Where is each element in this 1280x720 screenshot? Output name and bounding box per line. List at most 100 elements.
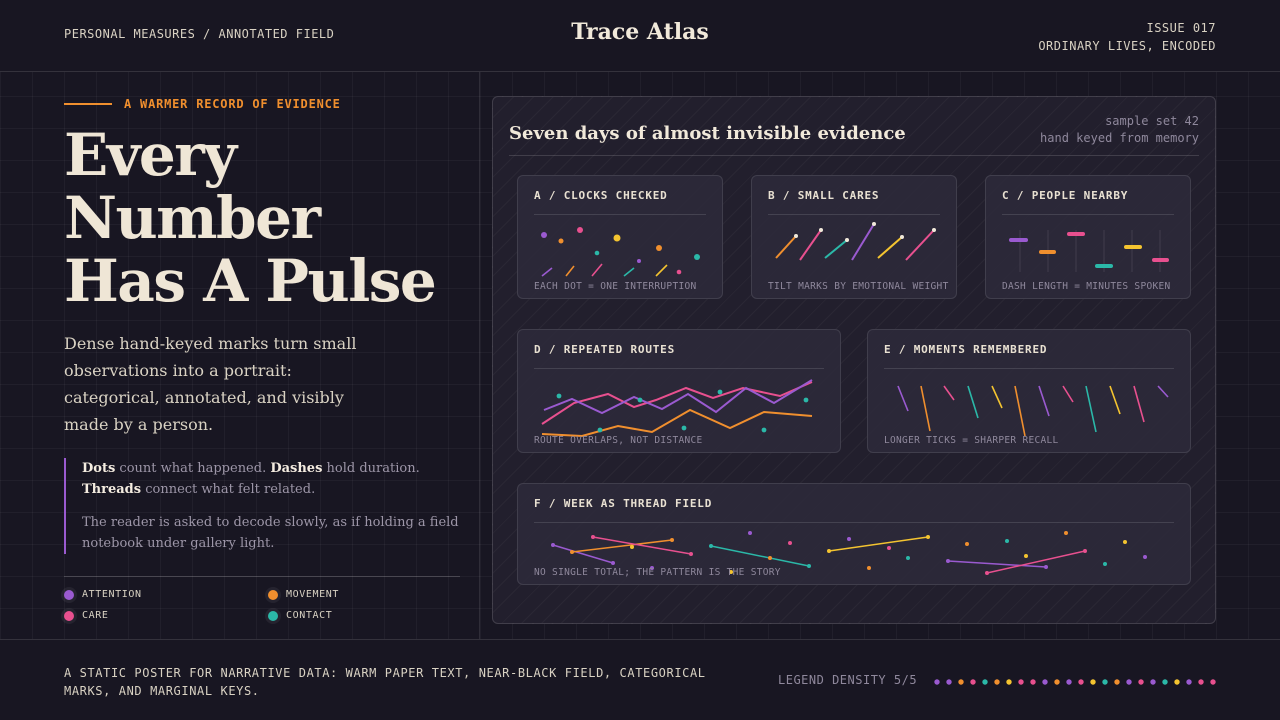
card-title: F / WEEK AS THREAD FIELD bbox=[534, 497, 713, 510]
site-title[interactable]: Trace Atlas bbox=[571, 19, 709, 45]
recall-tick bbox=[897, 385, 909, 412]
reading-note: Dots count what happened. Dashes hold du… bbox=[64, 458, 464, 554]
data-dot bbox=[594, 250, 600, 256]
route-line-care bbox=[541, 381, 813, 425]
thread-line bbox=[986, 550, 1086, 574]
legend-item-movement: MOVEMENT bbox=[268, 589, 339, 600]
note-keyword-dashes: Dashes bbox=[270, 461, 323, 476]
recall-tick bbox=[1109, 385, 1121, 415]
card-clocks-checked[interactable]: A / CLOCKS CHECKED EACH DOT = ONE INTERR… bbox=[517, 175, 723, 299]
data-dot bbox=[577, 227, 583, 233]
tilt-cap bbox=[872, 222, 876, 226]
legend-item-attention: ATTENTION bbox=[64, 589, 142, 600]
thread-day-4 bbox=[946, 531, 1087, 575]
card-title: B / SMALL CARES bbox=[768, 189, 880, 202]
note-para-2: The reader is asked to decode slowly, as… bbox=[82, 515, 459, 551]
legend-density-dots bbox=[934, 679, 1216, 685]
card-divider bbox=[534, 214, 706, 215]
routes-line-plot bbox=[541, 379, 813, 438]
card-caption: LONGER TICKS = SHARPER RECALL bbox=[884, 435, 1059, 446]
card-small-cares[interactable]: B / SMALL CARES TILT MARKS BY EMOTIONAL … bbox=[751, 175, 957, 299]
card-moments-remembered[interactable]: E / MOMENTS REMEMBERED LONGER TICKS = SH… bbox=[867, 329, 1191, 453]
tilt-mark bbox=[824, 239, 848, 259]
tilt-mark bbox=[799, 229, 822, 261]
moments-tick-plot bbox=[897, 385, 1169, 437]
headline-line: Number bbox=[64, 184, 321, 252]
thread-line bbox=[592, 536, 692, 555]
card-repeated-routes[interactable]: D / REPEATED ROUTES ROUTE OVERLAPS, NOT … bbox=[517, 329, 841, 453]
card-caption: DASH LENGTH = MINUTES SPOKEN bbox=[1002, 281, 1171, 292]
thread-line bbox=[947, 560, 1047, 568]
issue-info: ISSUE 017 ORDINARY LIVES, ENCODED bbox=[1038, 19, 1216, 55]
card-people-nearby[interactable]: C / PEOPLE NEARBY DASH LENGTH = MINUTES … bbox=[985, 175, 1191, 299]
thread-line bbox=[828, 536, 929, 552]
tick-mark bbox=[565, 265, 575, 277]
card-caption: ROUTE OVERLAPS, NOT DISTANCE bbox=[534, 435, 703, 446]
tilt-mark bbox=[851, 223, 875, 261]
note-keyword-threads: Threads bbox=[82, 482, 142, 497]
route-point bbox=[556, 393, 562, 399]
card-title: A / CLOCKS CHECKED bbox=[534, 189, 668, 202]
sample-note: hand keyed from memory bbox=[1040, 131, 1199, 145]
data-dot bbox=[656, 245, 662, 251]
recall-tick bbox=[1085, 385, 1097, 433]
legend-label: MOVEMENT bbox=[286, 589, 339, 600]
route-point bbox=[681, 425, 687, 431]
data-dot bbox=[541, 232, 547, 238]
recall-tick bbox=[1062, 385, 1074, 403]
data-dot bbox=[694, 254, 700, 260]
intro-column: A WARMER RECORD OF EVIDENCE Every Number… bbox=[0, 72, 480, 639]
note-text: hold duration. bbox=[322, 461, 420, 476]
route-line-movement bbox=[541, 408, 813, 438]
tilt-mark bbox=[877, 236, 903, 259]
panel-title: Seven days of almost invisible evidence bbox=[509, 123, 906, 144]
thread-line bbox=[571, 539, 673, 553]
tick-mark bbox=[591, 263, 603, 277]
legend-item-contact: CONTACT bbox=[268, 610, 332, 621]
headline-line: Has A Pulse bbox=[64, 247, 437, 315]
tick-mark bbox=[541, 267, 553, 277]
issue-tagline: ORDINARY LIVES, ENCODED bbox=[1038, 39, 1216, 53]
legend-dot-icon bbox=[64, 589, 74, 600]
tick-mark bbox=[655, 264, 668, 277]
legend-label: CONTACT bbox=[286, 610, 333, 621]
note-para-1: Dots count what happened. Dashes hold du… bbox=[82, 458, 464, 500]
thread-day-1 bbox=[551, 535, 693, 570]
legend-dot-icon bbox=[268, 589, 278, 600]
note-keyword-dots: Dots bbox=[82, 461, 116, 476]
panel-meta: sample set 42 hand keyed from memory bbox=[1040, 113, 1199, 147]
tilt-mark bbox=[905, 229, 935, 261]
route-point bbox=[637, 397, 643, 403]
tilt-cap bbox=[794, 234, 798, 238]
recall-tick bbox=[991, 385, 1003, 409]
section-label: PERSONAL MEASURES / ANNOTATED FIELD bbox=[64, 27, 335, 41]
card-caption: NO SINGLE TOTAL; THE PATTERN IS THE STOR… bbox=[534, 567, 781, 578]
tilt-cap bbox=[932, 228, 936, 232]
recall-tick bbox=[1014, 385, 1026, 437]
footer-description: A STATIC POSTER FOR NARRATIVE DATA: WARM… bbox=[64, 666, 706, 698]
recall-tick bbox=[920, 385, 931, 432]
card-divider bbox=[884, 368, 1174, 369]
card-title: D / REPEATED ROUTES bbox=[534, 343, 676, 356]
recall-tick bbox=[1038, 385, 1050, 417]
tilt-mark bbox=[775, 235, 797, 259]
card-caption: EACH DOT = ONE INTERRUPTION bbox=[534, 281, 697, 292]
evidence-panel: Seven days of almost invisible evidence … bbox=[492, 96, 1216, 624]
card-week-thread-field[interactable]: F / WEEK AS THREAD FIELD bbox=[517, 483, 1191, 585]
footer: A STATIC POSTER FOR NARRATIVE DATA: WARM… bbox=[0, 639, 1280, 720]
data-dot bbox=[558, 238, 564, 244]
recall-tick bbox=[1157, 385, 1169, 398]
tick-mark bbox=[623, 267, 635, 277]
kicker: A WARMER RECORD OF EVIDENCE bbox=[64, 97, 341, 111]
legend-item-care: CARE bbox=[64, 610, 108, 621]
sample-set: sample set 42 bbox=[1105, 114, 1199, 128]
headline: Every Number Has A Pulse bbox=[64, 124, 464, 313]
clocks-dot-plot bbox=[541, 227, 700, 277]
route-line-attention bbox=[543, 379, 813, 415]
card-caption: TILT MARKS BY EMOTIONAL WEIGHT bbox=[768, 281, 949, 292]
panel-divider bbox=[509, 155, 1199, 156]
kicker-rule bbox=[64, 103, 112, 105]
legend-density-label: LEGEND DENSITY 5/5 bbox=[778, 673, 918, 687]
thread-day-5 bbox=[1103, 540, 1147, 566]
tilt-cap bbox=[845, 238, 849, 242]
